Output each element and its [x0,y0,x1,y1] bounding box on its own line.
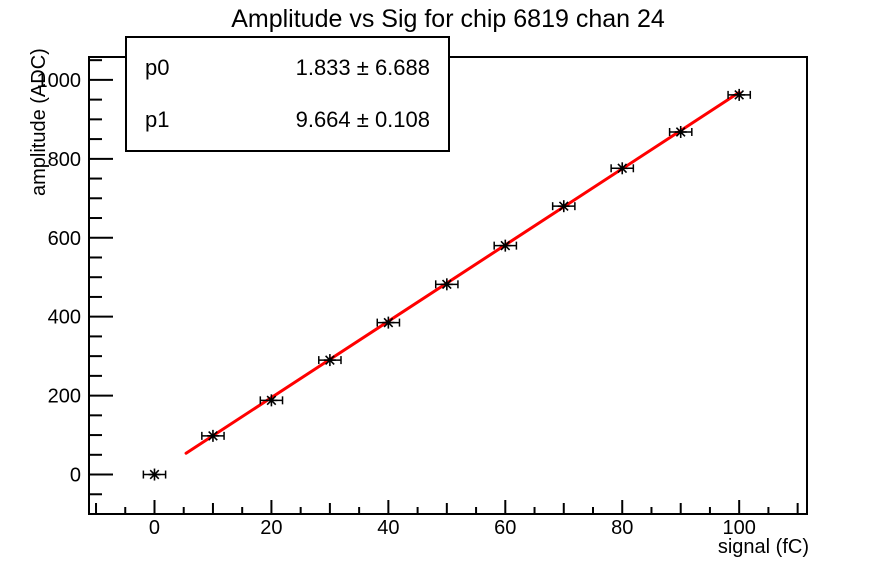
data-point-marker [201,429,225,442]
fit-stats-box: p0 1.833 ± 6.688 p1 9.664 ± 0.108 [125,36,450,152]
x-tick-label: 60 [494,517,516,539]
x-tick-label: 40 [377,517,399,539]
x-tick-label: 0 [149,517,160,539]
param-name-p0: p0 [145,55,170,80]
data-point-marker [142,468,167,481]
y-tick-label: 1000 [37,70,82,92]
data-point-marker [434,278,459,291]
x-tick-label: 20 [260,517,282,539]
x-axis-title: signal (fC) [718,536,809,558]
data-point-marker [610,162,635,175]
stat-row-p1: p1 9.664 ± 0.108 [145,107,430,133]
y-axis-title: amplitude (ADC) [28,48,50,196]
y-tick-label: 200 [48,386,81,408]
data-point-marker [727,88,752,101]
y-tick-label: 600 [48,228,81,250]
fit-line [184,90,741,455]
data-point-marker [668,125,693,138]
chart-title: Amplitude vs Sig for chip 6819 chan 24 [231,5,665,33]
y-tick-label: 0 [70,465,81,487]
param-name-p1: p1 [145,107,170,132]
data-point-marker [376,316,401,329]
x-tick-label: 80 [611,517,633,539]
param-value-p0: 1.833 ± 6.688 [295,55,430,80]
x-tick-label: 100 [722,517,755,539]
y-tick-label: 400 [48,307,81,329]
data-point-marker [493,239,518,252]
data-point-marker [259,394,284,407]
param-value-p1: 9.664 ± 0.108 [295,107,430,132]
y-tick-label: 800 [48,149,81,171]
stat-row-p0: p0 1.833 ± 6.688 [145,55,430,81]
data-point-marker [551,200,576,213]
data-point-marker [318,354,342,367]
